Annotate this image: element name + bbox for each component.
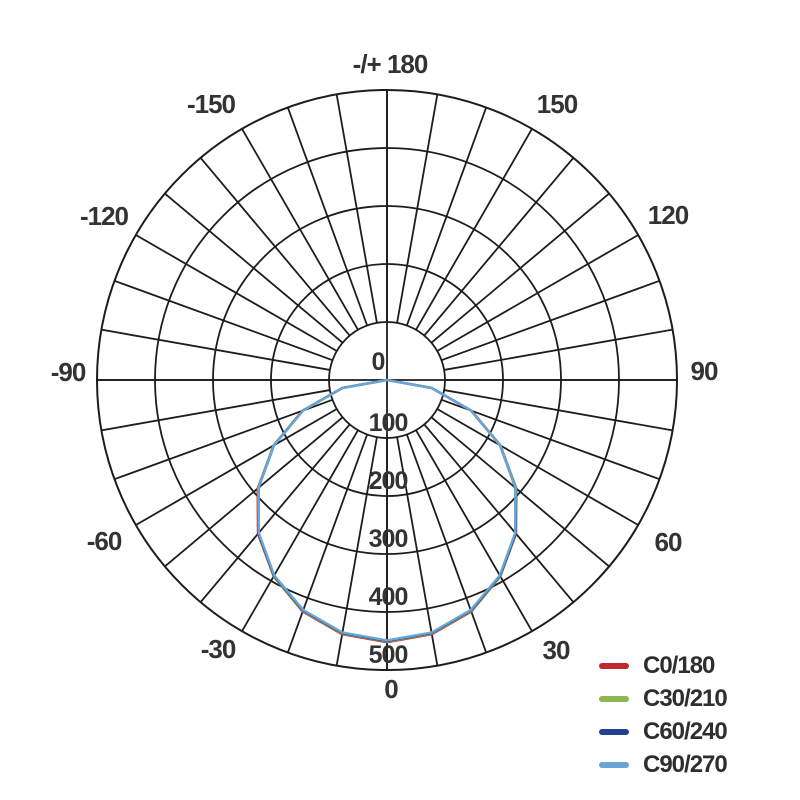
angle-gridline [101,389,331,432]
legend-item: C30/210 [599,682,728,715]
angle-gridline [241,128,359,331]
angle-gridline [114,398,333,481]
angle-gridline [241,429,359,632]
legend-color-swatch [599,761,629,768]
angle-gridlines [97,90,677,670]
legend-color-swatch [599,728,629,735]
angle-gridline [286,434,369,653]
angle-label-90: 90 [691,356,718,386]
legend-item: C0/180 [599,649,727,682]
legend-item: C60/240 [599,715,728,748]
angle-label--30: -30 [201,634,236,664]
angle-gridline [415,429,533,632]
angle-gridline [441,279,660,362]
radial-label-0: 0 [372,348,385,376]
radial-label-500: 500 [369,641,408,669]
angle-gridline [405,434,488,653]
angle-label-60: 60 [655,527,682,557]
angle-gridline [396,436,439,666]
legend-label: C60/240 [643,717,728,745]
angle-gridline [430,416,610,568]
radial-label-100: 100 [369,409,408,437]
angle-label-120: 120 [648,200,689,230]
angle-gridline [199,157,351,337]
angle-gridline [199,423,351,603]
angle-label-180: -/+ 180 [353,49,428,79]
angle-gridline [443,389,673,432]
angle-gridline [415,128,533,331]
angle-gridline [423,157,575,337]
angle-label--150: -150 [187,89,236,119]
angle-label--60: -60 [87,526,122,556]
angle-gridline [101,328,331,371]
legend-item: C90/270 [599,748,728,781]
curve-c90-270 [257,378,517,642]
angle-gridline [436,408,639,526]
angle-gridline [441,398,660,481]
angle-gridline [436,234,639,352]
angle-gridline [164,416,344,568]
angle-gridline [405,107,488,326]
angle-label-0: 0 [384,674,398,704]
angle-label--90: -90 [51,357,86,387]
angle-gridline [396,94,439,324]
angle-gridline [135,234,338,352]
angle-gridline [423,423,575,603]
angle-gridline [135,408,338,526]
radial-label-300: 300 [369,525,408,553]
legend-color-swatch [599,695,629,702]
angle-label-150: 150 [537,89,578,119]
legend-label: C30/210 [643,684,728,712]
intensity-curves [256,378,518,644]
radial-label-200: 200 [369,467,408,495]
radial-labels: 0 100 200 300 400 500 [369,348,409,669]
legend-label: C0/180 [643,651,715,679]
angle-label--120: -120 [80,201,129,231]
radial-label-400: 400 [369,583,408,611]
angle-gridline [443,328,673,371]
angle-label-30: 30 [543,635,570,665]
angle-gridline [430,192,610,344]
angle-gridline [286,107,369,326]
angle-gridline [114,279,333,362]
legend-label: C90/270 [643,750,728,778]
angle-gridline [335,94,378,324]
legend-color-swatch [599,662,629,669]
angle-gridline [335,436,378,666]
angle-gridline [164,192,344,344]
legend: C0/180 C30/210 C60/240 C90/270 [599,649,728,781]
